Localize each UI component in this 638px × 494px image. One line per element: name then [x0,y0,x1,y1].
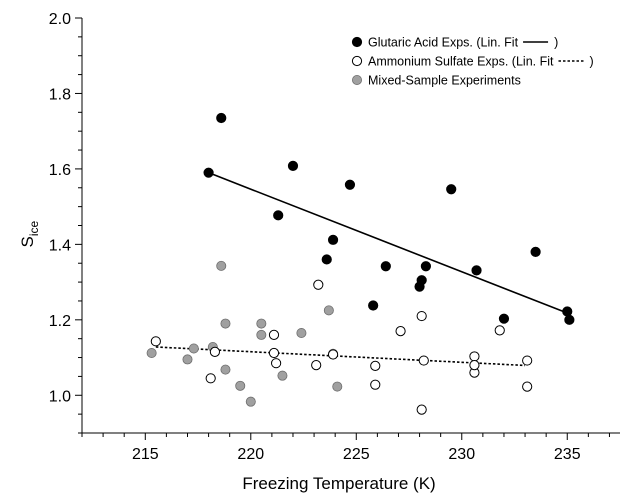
legend: Glutaric Acid Exps. (Lin. Fit)Ammonium S… [351,36,594,88]
glutaric-point [562,306,573,317]
ammonium-point [395,326,406,337]
mixed-legend-marker [351,75,362,86]
glutaric-legend-label: Glutaric Acid Exps. (Lin. Fit [368,36,519,50]
mixed-point [220,364,231,375]
glutaric-point [344,179,356,190]
mixed-point [188,343,199,354]
ammonium-point [469,359,480,371]
x-tick-label: 225 [343,446,370,463]
glutaric-point [416,275,427,286]
data-points [146,112,575,415]
ammonium-legend-label: Ammonium Sulfate Exps. (Lin. Fit [368,55,554,69]
mixed-point [256,318,267,329]
x-tick-label: 220 [237,446,264,463]
glutaric-point [471,265,482,276]
glutaric-point [368,300,379,311]
x-tick-label: 235 [554,446,581,463]
ammonium-point [268,329,280,341]
y-tick-label: 1.6 [49,162,71,179]
ammonium-point [416,404,427,415]
glutaric-point [287,160,299,171]
glutaric-point [564,314,575,325]
ammonium-point [494,325,505,336]
x-axis-title: Freezing Temperature (K) [242,474,435,493]
mixed-point [332,381,343,392]
glutaric-point [446,184,457,195]
mixed-point [216,260,227,271]
glutaric-fit-line [208,171,568,314]
ammonium-fit-line [155,346,526,367]
glutaric-point [273,210,284,221]
mixed-legend-label: Mixed-Sample Experiments [368,74,521,88]
glutaric-point [498,313,510,324]
y-axis-title: Sice [18,220,41,247]
glutaric-legend-close: ) [554,36,558,50]
mixed-point [296,328,307,339]
x-tick-label: 230 [448,446,475,463]
ammonium-point [416,310,427,322]
y-tick-label: 1.4 [49,237,71,254]
ammonium-point [150,336,161,347]
y-tick-label: 2.0 [49,11,71,28]
ammonium-point [370,379,381,390]
glutaric-point [530,246,541,258]
ammonium-point [469,351,480,362]
mixed-point [220,318,231,329]
mixed-point [277,370,288,381]
mixed-point [235,380,246,391]
mixed-point [323,305,334,316]
fit-lines [155,171,568,367]
ammonium-point [268,347,280,359]
glutaric-point [420,261,431,272]
mixed-point [146,348,157,359]
ammonium-point [205,373,216,384]
y-tick-label: 1.8 [49,86,71,103]
ammonium-point [522,381,533,392]
ammonium-point [311,359,322,371]
glutaric-point [203,167,214,178]
y-tick-label: 1.0 [49,388,71,405]
glutaric-point [380,261,391,272]
x-tick-label: 215 [132,446,159,463]
axes: 215 220 225 230 235 1.0 1.2 1.4 1.6 1.8 2.0 Freezin… [18,11,620,493]
ammonium-point [313,279,324,290]
ammonium-legend-marker [351,55,363,67]
glutaric-legend-marker [351,36,363,48]
ammonium-point [418,355,429,366]
ammonium-point [209,346,221,357]
mixed-point [245,396,256,407]
ammonium-point [522,355,533,366]
mixed-point [256,329,267,340]
glutaric-point [327,234,339,245]
ammonium-legend-close: ) [589,55,593,69]
ammonium-point [271,358,282,369]
glutaric-point [216,112,227,124]
ammonium-point [327,349,339,360]
mixed-point [182,354,193,365]
ammonium-point [370,360,381,371]
glutaric-point [321,254,332,265]
y-tick-label: 1.2 [49,313,71,330]
